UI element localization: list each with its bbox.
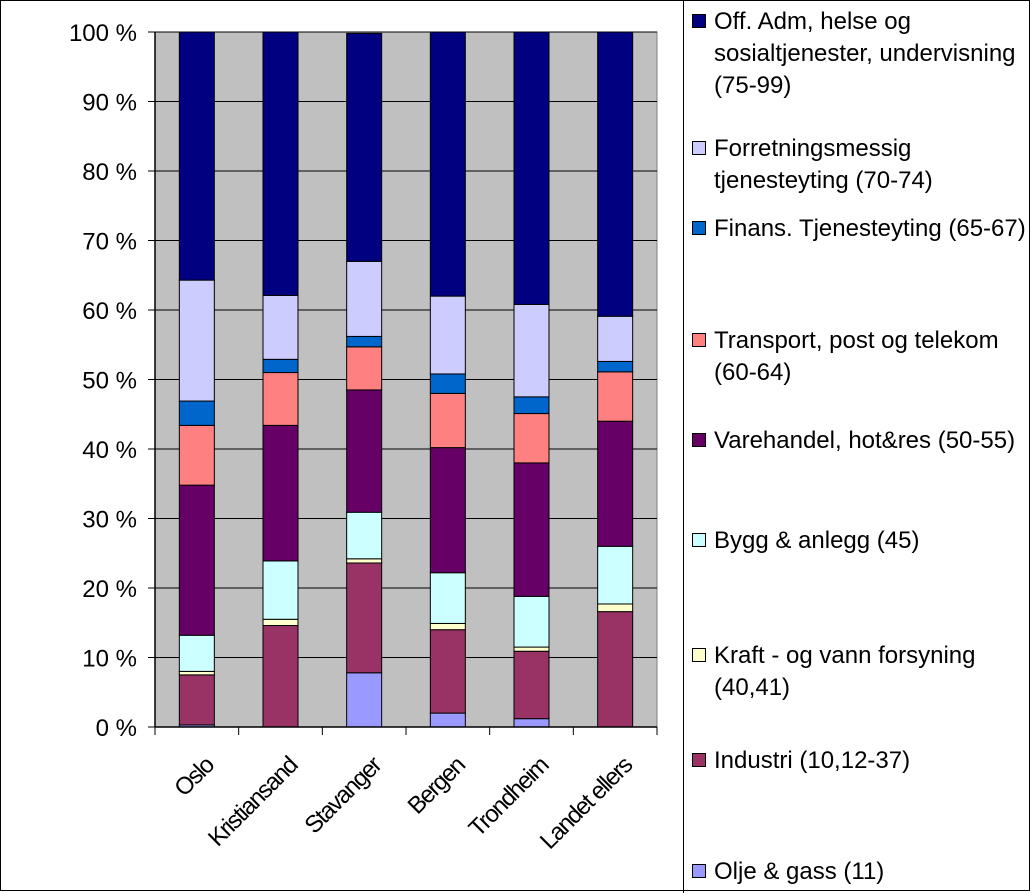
y-tick-label: 20 % bbox=[82, 576, 137, 603]
bar-segment bbox=[178, 674, 215, 726]
legend-label: Industri (10,12-37) bbox=[714, 747, 911, 774]
bar-segment bbox=[597, 545, 634, 605]
bar-segment bbox=[262, 625, 299, 728]
bars bbox=[178, 31, 634, 728]
bar-segment bbox=[346, 346, 383, 391]
legend-label: Bygg & anlegg (45) bbox=[714, 527, 920, 554]
axes bbox=[148, 31, 658, 735]
bar-segment bbox=[597, 31, 634, 317]
bar-segment bbox=[429, 31, 466, 297]
bar-segment bbox=[429, 295, 466, 375]
y-tick-label: 30 % bbox=[82, 507, 137, 534]
bar-segment bbox=[178, 670, 215, 676]
bar-segment bbox=[429, 622, 466, 631]
bar-segment bbox=[597, 371, 634, 422]
bar-segment bbox=[513, 718, 550, 728]
bar-segment bbox=[513, 303, 550, 398]
y-tick-label: 100 % bbox=[69, 20, 137, 47]
bar-segment bbox=[429, 572, 466, 624]
bar-segment bbox=[178, 634, 215, 672]
bar-segment bbox=[513, 31, 550, 305]
legend-label: Varehandel, hot&res (50-55) bbox=[714, 427, 1016, 454]
bar-segment bbox=[178, 424, 215, 486]
legend-swatch bbox=[692, 753, 706, 767]
bar-segment bbox=[262, 372, 299, 426]
x-tick-label: Landet ellers bbox=[535, 751, 639, 855]
bar-segment bbox=[346, 335, 383, 348]
bar-segment bbox=[262, 294, 299, 360]
legend-swatch bbox=[692, 533, 706, 547]
legend-label: Olje & gass (11) bbox=[714, 858, 885, 885]
bar-segment bbox=[429, 629, 466, 714]
legend-swatch bbox=[692, 433, 706, 447]
bar-segment bbox=[346, 562, 383, 674]
bar-segment bbox=[513, 396, 550, 415]
bar-segment bbox=[346, 260, 383, 337]
bar-segment bbox=[346, 672, 383, 728]
x-tick-label: Bergen bbox=[403, 752, 471, 820]
x-tick-label: Kristiansand bbox=[203, 752, 303, 852]
bar-segment bbox=[513, 650, 550, 720]
bar-segment bbox=[513, 595, 550, 648]
bar-segment bbox=[597, 420, 634, 547]
bar-segment bbox=[262, 560, 299, 620]
legend-label: Off. Adm, helse og sosialtjenester, unde… bbox=[714, 8, 1016, 99]
bar-segment bbox=[346, 511, 383, 560]
y-tick-label: 60 % bbox=[82, 298, 137, 325]
x-tick-label: Oslo bbox=[169, 751, 220, 802]
legend-swatch bbox=[692, 864, 706, 878]
bar-segment bbox=[178, 31, 215, 281]
bar-segment bbox=[346, 558, 383, 564]
legend-label: Forretningsmessig tjenesteyting (70-74) bbox=[714, 135, 933, 194]
bar-segment bbox=[262, 424, 299, 562]
legend-swatch bbox=[692, 221, 706, 235]
legend-swatch bbox=[692, 141, 706, 155]
legend: Off. Adm, helse og sosialtjenester, unde… bbox=[683, 0, 1032, 893]
y-tick-label: 50 % bbox=[82, 368, 137, 395]
y-tick-label: 80 % bbox=[82, 159, 137, 186]
bar-segment bbox=[178, 279, 215, 402]
bar-segment bbox=[429, 392, 466, 449]
bar-segment bbox=[429, 712, 466, 728]
bar-segment bbox=[597, 360, 634, 373]
bar-segment bbox=[597, 603, 634, 613]
bar-segment bbox=[597, 611, 634, 728]
gridlines bbox=[155, 31, 657, 658]
legend-swatch bbox=[692, 648, 706, 662]
bar-segment bbox=[429, 373, 466, 394]
y-tick-label: 40 % bbox=[82, 437, 137, 464]
y-tick-label: 0 % bbox=[96, 715, 137, 742]
bar-segment bbox=[513, 646, 550, 652]
bar-segment bbox=[262, 358, 299, 374]
bar-segment bbox=[597, 315, 634, 362]
legend-label: Kraft - og vann forsyning (40,41) bbox=[714, 642, 976, 701]
bar-segment bbox=[178, 484, 215, 636]
y-tick-label: 70 % bbox=[82, 229, 137, 256]
bar-segment bbox=[513, 413, 550, 464]
y-tick-label: 10 % bbox=[82, 646, 137, 673]
bar-segment bbox=[178, 400, 215, 426]
legend-label: Transport, post og telekom (60-64) bbox=[714, 327, 999, 386]
bar-segment bbox=[429, 447, 466, 574]
legend-label: Finans. Tjenesteyting (65-67) bbox=[714, 215, 1026, 242]
legend-swatch bbox=[692, 333, 706, 347]
bar-segment bbox=[346, 32, 383, 262]
legend-swatch bbox=[692, 14, 706, 28]
bar-segment bbox=[262, 618, 299, 627]
x-tick-label: Stavanger bbox=[300, 751, 388, 839]
bar-segment bbox=[346, 389, 383, 513]
bar-segment bbox=[513, 462, 550, 597]
y-tick-label: 90 % bbox=[82, 90, 137, 117]
bar-segment bbox=[262, 31, 299, 296]
